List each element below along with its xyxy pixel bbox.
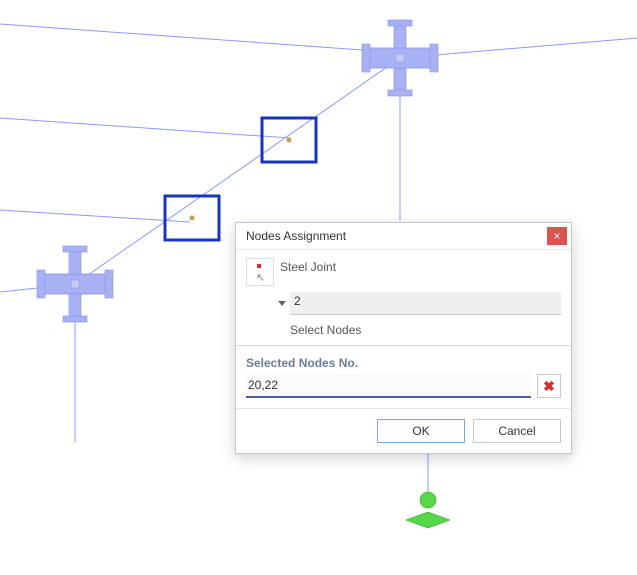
joint-number-value: 2 — [290, 292, 561, 315]
dialog-footer: OK Cancel — [236, 408, 571, 453]
joint-type-label: Steel Joint — [280, 258, 336, 274]
steel-joint[interactable] — [37, 246, 113, 322]
clear-icon: ✖ — [543, 378, 555, 395]
selected-nodes-input[interactable] — [246, 374, 531, 398]
chevron-down-icon — [278, 301, 286, 306]
dialog-titlebar[interactable]: Nodes Assignment × — [236, 223, 571, 250]
wire — [0, 24, 390, 52]
wire — [0, 118, 290, 138]
clear-selection-button[interactable]: ✖ — [537, 374, 561, 398]
nodes-assignment-dialog: Nodes Assignment × ↖ Steel Joint 2 Selec… — [235, 222, 572, 454]
steel-joint[interactable] — [362, 20, 438, 96]
close-icon[interactable]: × — [547, 227, 567, 245]
ground-support — [406, 492, 450, 528]
node-marker[interactable] — [287, 138, 292, 143]
divider — [236, 345, 571, 346]
dialog-title: Nodes Assignment — [246, 229, 547, 243]
ok-button[interactable]: OK — [377, 419, 465, 443]
selected-nodes-header: Selected Nodes No. — [246, 356, 561, 370]
joint-type-icon: ↖ — [246, 258, 274, 286]
cancel-button[interactable]: Cancel — [473, 419, 561, 443]
wire — [0, 210, 190, 222]
select-nodes-label: Select Nodes — [290, 323, 561, 337]
dialog-body: ↖ Steel Joint 2 Select Nodes Selected No… — [236, 250, 571, 398]
joint-number-dropdown[interactable]: 2 — [278, 292, 561, 315]
node-marker[interactable] — [190, 216, 195, 221]
